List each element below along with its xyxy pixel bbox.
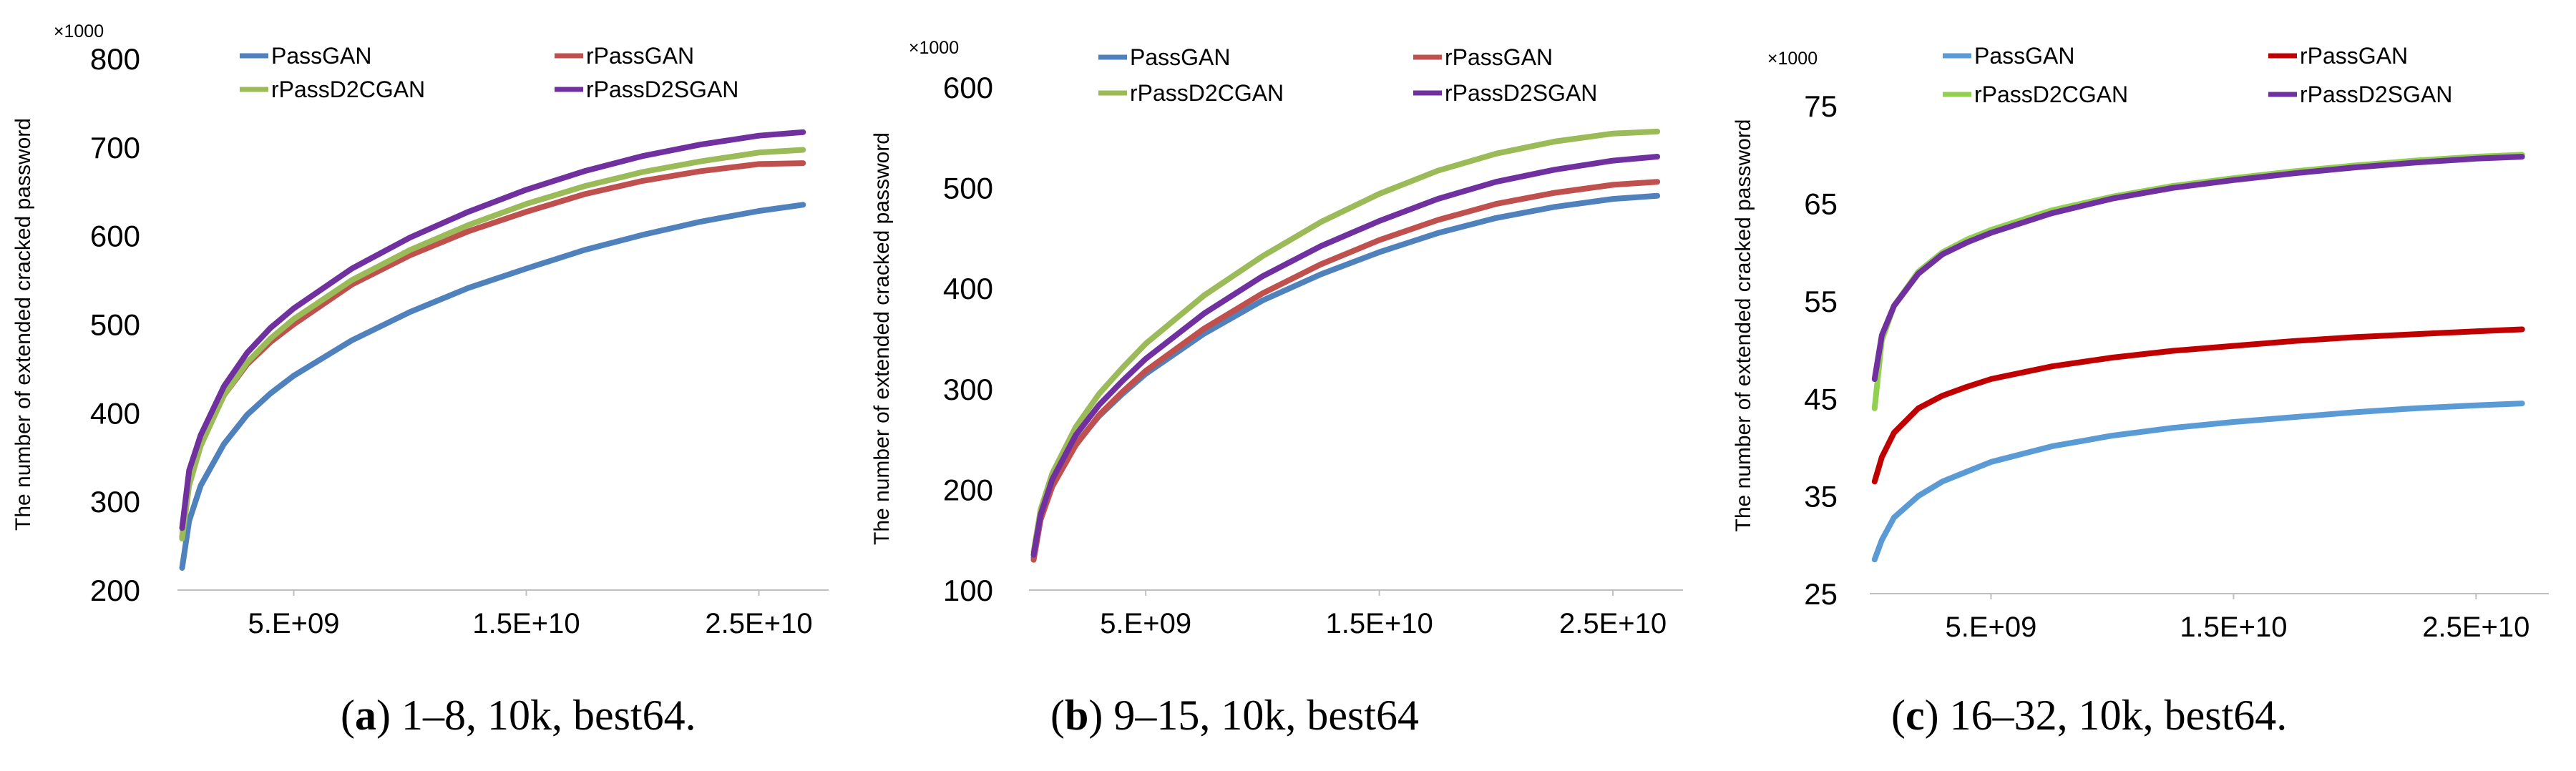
caption-close-paren: ) <box>376 692 401 739</box>
y-tick-label: 700 <box>90 131 140 164</box>
y-axis-title: The number of extended cracked password <box>870 132 894 545</box>
x-tick-label: 5.E+09 <box>1946 612 2037 643</box>
y-tick-label: 35 <box>1804 480 1838 514</box>
y-tick-label: 25 <box>1804 577 1838 611</box>
caption-label: a <box>355 692 376 739</box>
legend-label-PassGAN: PassGAN <box>271 43 371 69</box>
caption-text: 9–15, 10k, best64 <box>1113 692 1419 739</box>
series-line-rPassGAN <box>1030 179 1661 563</box>
legend-label-rPassGAN: rPassGAN <box>586 43 694 69</box>
y-tick-label: 500 <box>943 172 993 205</box>
legend-label-rPassGAN: rPassGAN <box>1445 44 1553 70</box>
x-tick-label: 1.5E+10 <box>2180 612 2287 643</box>
caption-text: 16–32, 10k, best64. <box>1950 692 2288 739</box>
caption: (c) 16–32, 10k, best64. <box>1891 692 2287 739</box>
legend-label-rPassGAN: rPassGAN <box>2300 43 2408 69</box>
x-tick-label: 2.5E+10 <box>2422 612 2529 643</box>
legend-label-PassGAN: PassGAN <box>1130 44 1230 70</box>
legend-label-rPassD2CGAN: rPassD2CGAN <box>271 77 425 102</box>
x-tick-label: 1.5E+10 <box>472 608 580 639</box>
series-line-rPassD2SGAN <box>179 129 806 531</box>
caption-text: 1–8, 10k, best64. <box>401 692 696 739</box>
y-tick-label: 200 <box>90 574 140 607</box>
y-tick-label: 600 <box>90 220 140 253</box>
series-line-PassGAN <box>1871 401 2525 563</box>
y-tick-label: 75 <box>1804 89 1838 123</box>
y-axis-title: The number of extended cracked password <box>11 118 35 531</box>
legend-label-rPassD2SGAN: rPassD2SGAN <box>2300 82 2452 107</box>
y-tick-label: 200 <box>943 473 993 506</box>
y-tick-label: 300 <box>943 373 993 406</box>
series-line-rPassD2CGAN <box>1030 128 1661 555</box>
legend-label-rPassD2CGAN: rPassD2CGAN <box>1130 80 1284 106</box>
x-tick-label: 5.E+09 <box>1100 608 1191 639</box>
y-multiplier-label: ×1000 <box>1767 49 1818 69</box>
y-tick-label: 100 <box>943 574 993 607</box>
caption-close-paren: ) <box>1925 692 1950 739</box>
caption: (b) 9–15, 10k, best64 <box>1050 692 1419 739</box>
y-tick-label: 55 <box>1804 285 1838 318</box>
y-tick-label: 600 <box>943 71 993 104</box>
series-line-rPassD2CGAN <box>179 147 806 542</box>
y-tick-label: 800 <box>90 42 140 76</box>
caption-label: b <box>1065 692 1088 739</box>
caption-close-paren: ) <box>1088 692 1113 739</box>
x-tick-label: 2.5E+10 <box>1559 608 1667 639</box>
caption-label: c <box>1906 692 1925 739</box>
y-tick-label: 45 <box>1804 382 1838 416</box>
caption-open-paren: ( <box>1891 692 1906 739</box>
y-tick-label: 500 <box>90 308 140 342</box>
y-tick-label: 300 <box>90 485 140 519</box>
y-multiplier-label: ×1000 <box>909 38 959 58</box>
y-multiplier-label: ×1000 <box>54 21 104 41</box>
legend-label-rPassD2SGAN: rPassD2SGAN <box>1445 80 1597 106</box>
y-tick-label: 65 <box>1804 187 1838 221</box>
x-tick-label: 2.5E+10 <box>705 608 812 639</box>
legend-label-rPassD2CGAN: rPassD2CGAN <box>1974 82 2128 107</box>
y-tick-label: 400 <box>943 272 993 305</box>
caption-open-paren: ( <box>1050 692 1065 739</box>
series-line-rPassD2CGAN <box>1871 152 2525 411</box>
caption: (a) 1–8, 10k, best64. <box>341 692 696 739</box>
legend-label-PassGAN: PassGAN <box>1974 43 2074 69</box>
y-tick-label: 400 <box>90 396 140 430</box>
legend-label-rPassD2SGAN: rPassD2SGAN <box>586 77 738 102</box>
legend: PassGAN rPassGAN rPassD2CGAN rPassD2SGAN <box>240 43 738 102</box>
series-line-PassGAN <box>179 202 806 571</box>
x-tick-label: 1.5E+10 <box>1326 608 1433 639</box>
series-line-rPassGAN <box>1871 326 2525 485</box>
chart-panel-3: 25 35 45 55 65 75 5.E+09 1.5E+10 2.5E+10 ×1000 The… <box>1732 43 2549 739</box>
chart-panel-1: 200 300 400 500 600 700 800 5.E+09 1.5E+10 2.5E+1… <box>11 21 829 739</box>
caption-open-paren: ( <box>341 692 355 739</box>
y-axis-title: The number of extended cracked password <box>1732 119 1755 532</box>
legend: PassGAN rPassGAN rPassD2CGAN rPassD2SGAN <box>1098 44 1597 106</box>
legend: PassGAN rPassGAN rPassD2CGAN rPassD2SGAN <box>1943 43 2452 107</box>
series-line-rPassD2SGAN <box>1871 154 2525 382</box>
chart-panel-2: 100 200 300 400 500 600 5.E+09 1.5E+10 2.5E+10 ×1… <box>870 38 1683 739</box>
series-line-rPassD2SGAN <box>1030 154 1661 558</box>
x-tick-label: 5.E+09 <box>248 608 340 639</box>
